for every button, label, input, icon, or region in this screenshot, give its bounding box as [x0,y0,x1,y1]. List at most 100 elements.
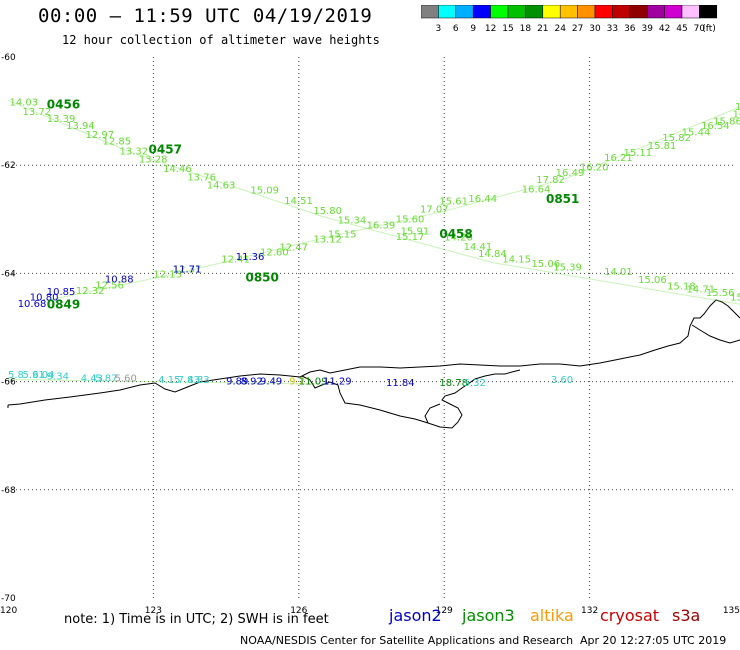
legend-jason3: jason3 [462,606,515,625]
colorbar-label: 42 [659,24,670,34]
swh-value: 16.21 [604,153,633,164]
swh-values: 14.0313.7213.3913.9412.9712.8513.3213.28… [8,98,740,389]
pass-time-label: 0850 [245,271,278,285]
colorbar-label: 33 [607,24,618,34]
swh-value: 9.89 [226,376,248,387]
colorbar-label: 3 [436,24,442,34]
swh-value: 16.54 [701,121,730,132]
swh-value: 17.07 [420,204,449,215]
swh-value: 16.64 [522,184,551,195]
swh-value: 9.21 [289,376,311,387]
swh-value: 15.44 [682,127,711,138]
legend-s3a: s3a [672,606,701,625]
longitude-label: 123 [145,606,162,616]
swh-value: 16.44 [468,194,497,205]
swh-value: 15.09 [250,185,279,196]
swh-value: 15.39 [553,263,582,274]
swh-value: 5.91 [23,370,45,381]
colorbar-label: 21 [537,24,548,34]
swh-value: 4.43 [81,374,103,385]
pass-time-label: 0458 [439,227,472,241]
swh-value: 14.03 [9,98,38,109]
swh-value: 15.17 [396,232,425,243]
pass-time-label: 0457 [149,142,182,156]
longitude-label: 126 [290,606,307,616]
colorbar-label: 15 [502,24,513,34]
latitude-label: -64 [1,269,16,279]
colorbar-label: 36 [624,24,636,34]
swh-value: 9.49 [260,376,282,387]
swh-value: 14.41 [464,242,493,253]
swh-value: 12.13 [153,270,182,281]
swh-value: 14.46 [163,164,192,175]
coastline [7,299,740,429]
swh-value: 15.82 [662,133,691,144]
swh-value: 15.34 [338,216,367,227]
swh-value: 11.71 [173,264,202,275]
swh-value: 10.88 [105,275,134,286]
swh-value: 15.91 [401,226,430,237]
generation-timestamp: Apr 20 12:27:05 UTC 2019 [580,634,727,647]
latitude-label: -66 [1,378,16,388]
swh-value: 5.8 [8,370,24,381]
swh-value: 10.68 [18,299,47,310]
colorbar-label: 27 [572,24,583,34]
swh-value: 14.15 [502,255,531,266]
swh-value: 8.92 [241,376,263,387]
colorbar-label: 70 [694,24,706,34]
swh-value: 11.29 [323,376,352,387]
swh-value: 15.81 [648,141,677,152]
latitude-label: -62 [1,161,16,171]
swh-value: 15.06 [638,275,667,286]
swh-value: 13.39 [47,114,76,125]
legend-jason2: jason2 [389,606,442,625]
swh-value: 15.15 [328,230,357,241]
swh-value: 5.32 [464,378,486,389]
swh-value: 7.83 [178,375,200,386]
swh-value: 14.71 [687,284,716,295]
colorbar-label: 24 [554,24,566,34]
swh-value: 11.36 [236,252,265,263]
swh-value: 15.06 [531,259,560,270]
swh-value: 11.09 [299,376,328,387]
antarctic-coastline [7,299,740,429]
swh-value: 15.56 [706,288,735,299]
pass-labels: 0456 0457 0458 0851 0850 0849 [47,97,580,311]
swh-value: 12.97 [86,130,115,141]
colorbar-swatch [699,5,718,19]
swh-value: 12.32 [76,286,105,297]
swh-value: 12.60 [260,248,289,259]
axis-labels: 120 123 126 129 132 135 -60 -62 -64 -66 -68 -70 [0,53,740,616]
swh-value: 12.56 [95,281,124,292]
swh-value: 10.80 [30,292,59,303]
swh-value: 15.18 [667,282,696,293]
swh-value: 14.63 [207,180,236,191]
pass-time-label: 0849 [47,298,80,312]
swh-value: 3.60 [551,375,573,386]
swh-value: 5.87 [95,374,117,385]
swh-value: 16.39 [367,220,396,231]
swh-value: 18.78 [439,378,468,389]
swh-value: 13.94 [66,121,95,132]
swh-value: 15.61 [439,197,468,208]
swh-value: 16.49 [556,168,585,179]
swh-value: 14.84 [478,249,507,260]
colorbar-label: 39 [641,24,653,34]
page-subtitle: 12 hour collection of altimeter wave hei… [62,33,380,47]
colorbar-label: 12 [485,24,496,34]
swh-value: 4.83 [187,375,209,386]
swh-value: 15.45 [735,102,740,113]
swh-value: 6.04 [32,370,54,381]
color-legend: 3 6 9 12 15 18 21 24 27 30 33 36 39 42 45 70(ft) [421,5,718,34]
credit-text: NOAA/NESDIS Center for Satellite Applica… [240,634,574,647]
colorbar-label: 45 [676,24,687,34]
swh-value: 11.84 [386,378,415,389]
swh-value: 15.60 [396,215,425,226]
satellite-swaths [7,99,740,385]
satellite-track [7,378,328,385]
swh-value: 17.82 [536,175,565,186]
swh-value: 14.01 [604,267,633,278]
satellite-track [7,99,740,305]
longitude-label: 135 [723,606,740,616]
